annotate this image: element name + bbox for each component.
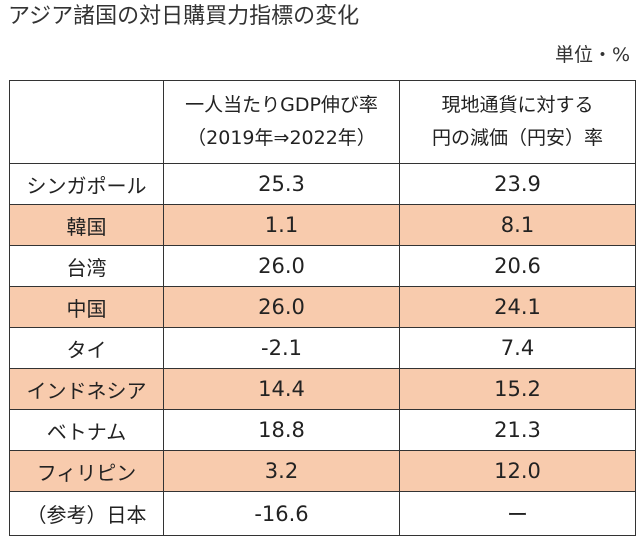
yen-depreciation-cell: 12.0	[399, 450, 636, 492]
yen-depreciation-cell: 15.2	[399, 368, 636, 410]
yen-depreciation-cell: 20.6	[399, 245, 636, 287]
gdp-growth-cell: 25.3	[163, 163, 400, 205]
table-header-row: 一人当たりGDP伸び率 （2019年⇒2022年） 現地通貨に対する 円の減価（…	[9, 80, 636, 164]
unit-note: 単位・%	[554, 44, 630, 66]
country-cell: 台湾	[9, 245, 164, 287]
country-cell: ベトナム	[9, 409, 164, 451]
table-row: フィリピン 3.2 12.0	[9, 450, 636, 492]
yen-depreciation-cell: ー	[399, 491, 636, 536]
yen-depreciation-cell: 24.1	[399, 286, 636, 328]
country-cell: インドネシア	[9, 368, 164, 410]
country-cell: （参考）日本	[9, 491, 164, 536]
yen-depreciation-cell: 23.9	[399, 163, 636, 205]
table-row: 中国 26.0 24.1	[9, 286, 636, 328]
table-row: 台湾 26.0 20.6	[9, 245, 636, 287]
country-cell: 韓国	[9, 204, 164, 246]
table-row: 韓国 1.1 8.1	[9, 204, 636, 246]
page-title: アジア諸国の対日購買力指標の変化	[8, 4, 360, 29]
gdp-growth-cell: 3.2	[163, 450, 400, 492]
data-table: 一人当たりGDP伸び率 （2019年⇒2022年） 現地通貨に対する 円の減価（…	[9, 80, 636, 536]
table-row: タイ -2.1 7.4	[9, 327, 636, 369]
gdp-growth-cell: 18.8	[163, 409, 400, 451]
table-row: シンガポール 25.3 23.9	[9, 163, 636, 205]
header-corner-cell	[9, 80, 164, 164]
gdp-growth-cell: 1.1	[163, 204, 400, 246]
country-cell: 中国	[9, 286, 164, 328]
gdp-growth-cell: 26.0	[163, 286, 400, 328]
table-row: インドネシア 14.4 15.2	[9, 368, 636, 410]
table-row: ベトナム 18.8 21.3	[9, 409, 636, 451]
header-yen-depreciation-line2: 円の減価（円安）率	[431, 127, 603, 149]
yen-depreciation-cell: 7.4	[399, 327, 636, 369]
gdp-growth-cell: 26.0	[163, 245, 400, 287]
gdp-growth-cell: -16.6	[163, 491, 400, 536]
header-gdp-growth-line2: （2019年⇒2022年）	[187, 127, 376, 149]
country-cell: フィリピン	[9, 450, 164, 492]
header-yen-depreciation-line1: 現地通貨に対する	[441, 94, 594, 116]
header-gdp-growth: 一人当たりGDP伸び率 （2019年⇒2022年）	[163, 80, 400, 164]
country-cell: タイ	[9, 327, 164, 369]
country-cell: シンガポール	[9, 163, 164, 205]
yen-depreciation-cell: 8.1	[399, 204, 636, 246]
gdp-growth-cell: -2.1	[163, 327, 400, 369]
header-gdp-growth-line1: 一人当たりGDP伸び率	[185, 94, 378, 116]
gdp-growth-cell: 14.4	[163, 368, 400, 410]
table-row-reference: （参考）日本 -16.6 ー	[9, 491, 636, 536]
header-yen-depreciation: 現地通貨に対する 円の減価（円安）率	[399, 80, 636, 164]
yen-depreciation-cell: 21.3	[399, 409, 636, 451]
